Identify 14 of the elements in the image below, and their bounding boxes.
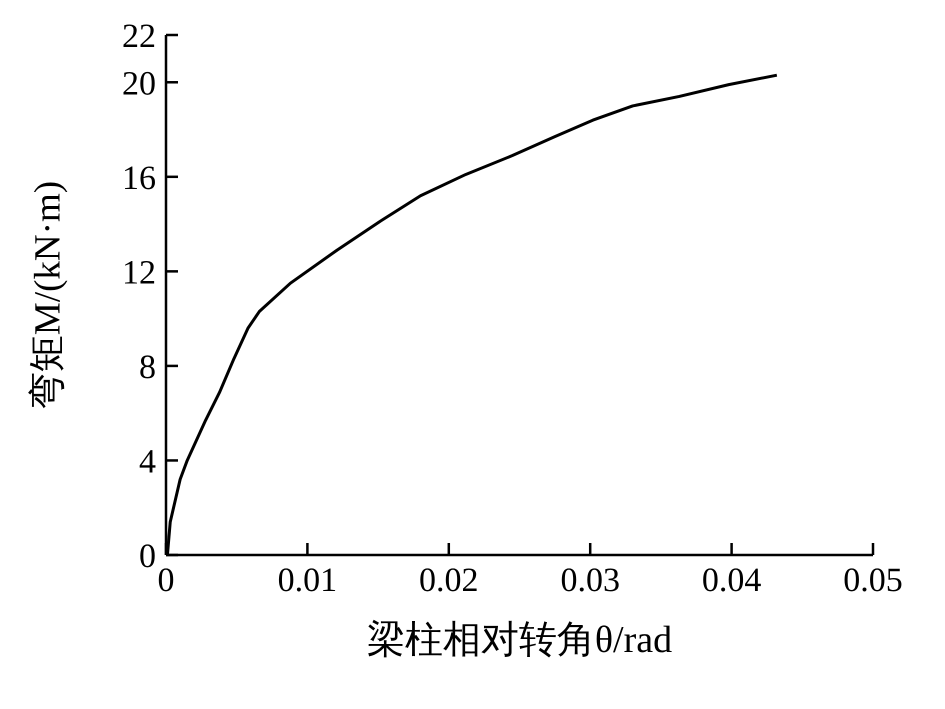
x-tick-label: 0.04 <box>702 562 762 600</box>
y-tick-label: 22 <box>122 18 156 56</box>
y-tick-label: 20 <box>122 65 156 102</box>
y-tick-label: 8 <box>139 348 156 386</box>
x-tick-label: 0.02 <box>419 562 479 600</box>
x-tick-label: 0.03 <box>560 562 620 600</box>
y-axis-title: 弯矩M/(kN·m) <box>28 180 68 410</box>
x-tick-label: 0.01 <box>278 562 338 600</box>
y-tick-label: 12 <box>122 254 156 292</box>
x-tick-label: 0.05 <box>843 562 903 600</box>
y-tick-label: 16 <box>122 160 156 197</box>
x-axis-title: 梁柱相对转角θ/rad <box>366 618 672 661</box>
y-tick-label: 4 <box>139 444 156 481</box>
y-tick-label: 0 <box>139 538 156 576</box>
